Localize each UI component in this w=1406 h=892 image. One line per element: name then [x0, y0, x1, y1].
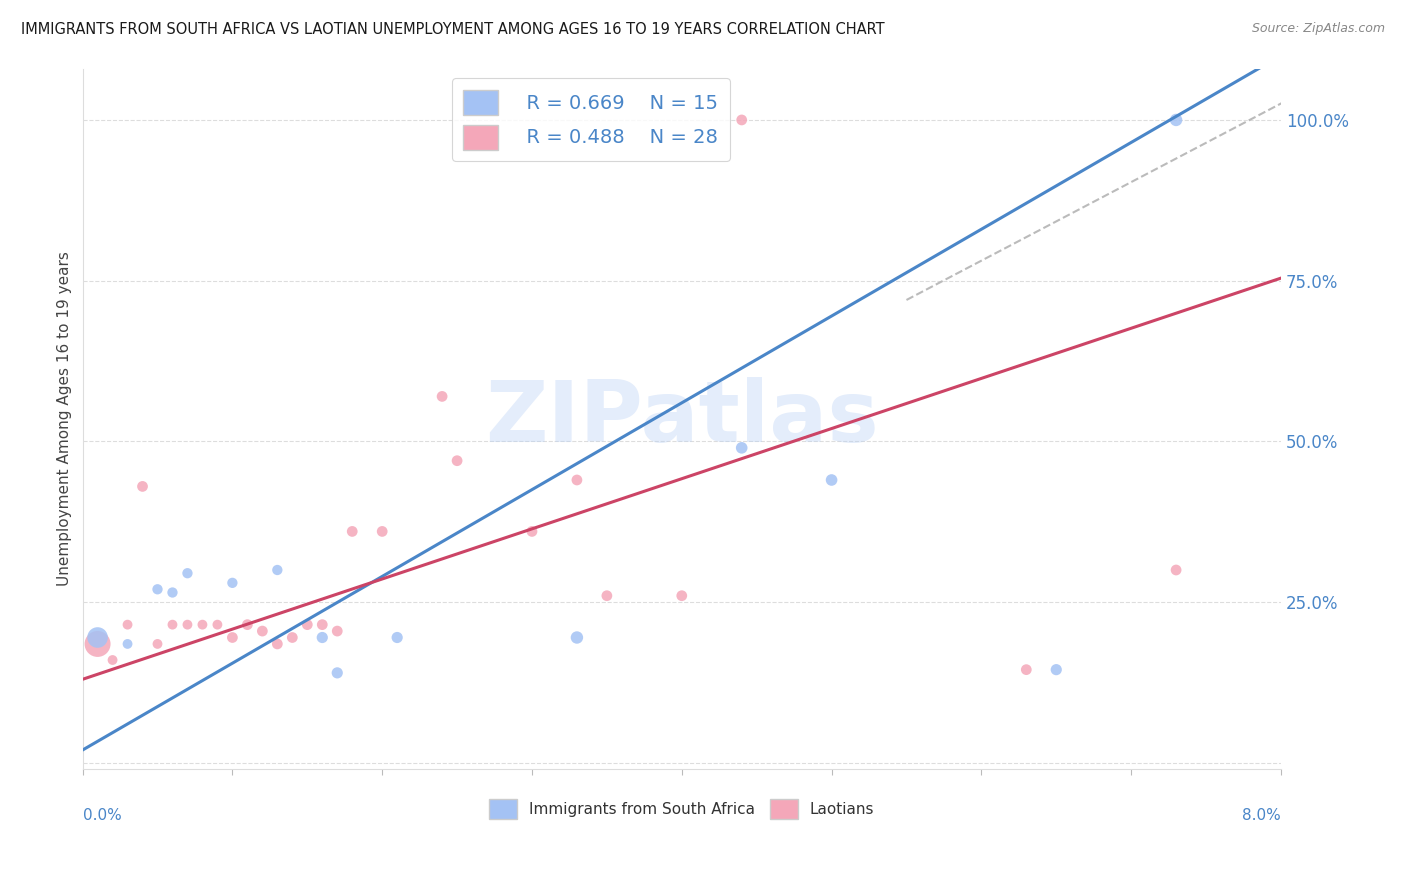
Legend: Immigrants from South Africa, Laotians: Immigrants from South Africa, Laotians	[484, 793, 880, 825]
Point	[252, 624, 274, 638]
Point	[281, 631, 304, 645]
Point	[820, 473, 842, 487]
Point	[162, 585, 184, 599]
Point	[191, 617, 214, 632]
Point	[236, 617, 259, 632]
Text: Source: ZipAtlas.com: Source: ZipAtlas.com	[1251, 22, 1385, 36]
Point	[86, 631, 108, 645]
Point	[101, 653, 124, 667]
Point	[1015, 663, 1038, 677]
Text: 8.0%: 8.0%	[1243, 808, 1281, 822]
Point	[146, 637, 169, 651]
Point	[207, 617, 229, 632]
Point	[596, 589, 619, 603]
Point	[731, 441, 754, 455]
Point	[176, 617, 198, 632]
Point	[446, 453, 468, 467]
Point	[430, 389, 453, 403]
Point	[565, 631, 588, 645]
Point	[297, 617, 319, 632]
Point	[326, 624, 349, 638]
Y-axis label: Unemployment Among Ages 16 to 19 years: Unemployment Among Ages 16 to 19 years	[58, 252, 72, 586]
Point	[176, 566, 198, 581]
Text: ZIPatlas: ZIPatlas	[485, 377, 879, 460]
Point	[1164, 563, 1187, 577]
Point	[1045, 663, 1067, 677]
Point	[221, 631, 243, 645]
Point	[311, 631, 333, 645]
Point	[86, 637, 108, 651]
Point	[520, 524, 543, 539]
Point	[385, 631, 408, 645]
Point	[117, 637, 139, 651]
Point	[731, 112, 754, 127]
Point	[162, 617, 184, 632]
Point	[131, 479, 153, 493]
Point	[565, 473, 588, 487]
Point	[311, 617, 333, 632]
Point	[371, 524, 394, 539]
Point	[146, 582, 169, 597]
Point	[326, 665, 349, 680]
Point	[266, 637, 288, 651]
Text: IMMIGRANTS FROM SOUTH AFRICA VS LAOTIAN UNEMPLOYMENT AMONG AGES 16 TO 19 YEARS C: IMMIGRANTS FROM SOUTH AFRICA VS LAOTIAN …	[21, 22, 884, 37]
Point	[1164, 112, 1187, 127]
Point	[221, 575, 243, 590]
Point	[117, 617, 139, 632]
Point	[671, 589, 693, 603]
Point	[342, 524, 364, 539]
Text: 0.0%: 0.0%	[83, 808, 121, 822]
Point	[266, 563, 288, 577]
